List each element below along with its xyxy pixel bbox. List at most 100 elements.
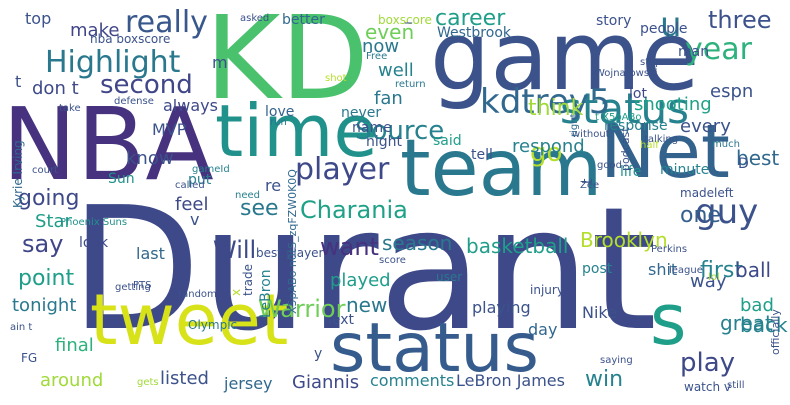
cloud-word: even (365, 20, 415, 44)
cloud-word: game (430, 2, 700, 112)
cloud-word: one (680, 203, 721, 228)
cloud-word: called (175, 180, 205, 191)
cloud-word: player (295, 152, 390, 187)
cloud-word: jersey (224, 374, 273, 393)
cloud-word: half (640, 140, 659, 151)
cloud-word: say (22, 230, 64, 258)
cloud-word: year (685, 32, 752, 67)
cloud-word: season (382, 231, 453, 255)
cloud-word: played (330, 270, 391, 291)
cloud-word: guy (695, 192, 759, 232)
cloud-word: post (582, 261, 613, 277)
cloud-word: u (660, 5, 682, 45)
cloud-word: Free (366, 51, 388, 62)
cloud-word: basketball (466, 234, 569, 258)
cloud-word: t (15, 72, 22, 91)
cloud-word: always (163, 96, 218, 115)
cloud-word: shot (325, 73, 347, 84)
cloud-word: gameId (192, 164, 230, 175)
cloud-word: KD (205, 0, 369, 126)
cloud-word: first (700, 258, 743, 283)
cloud-word: time (215, 89, 378, 173)
cloud-word: final (55, 335, 94, 356)
cloud-word: t (580, 178, 596, 185)
cloud-word: m (212, 53, 228, 72)
cloud-word: FG (21, 351, 38, 365)
cloud-word: don t (32, 78, 79, 99)
cloud-word: getting (115, 282, 151, 293)
cloud-word: now (362, 36, 400, 57)
cloud-word: new (346, 293, 388, 317)
cloud-word: Sun (108, 171, 135, 187)
cloud-word: Net (600, 109, 730, 195)
cloud-word: podcast (619, 127, 632, 171)
cloud-word: gets (137, 377, 159, 388)
cloud-word: day (528, 320, 558, 339)
cloud-word: madeleft (680, 186, 734, 200)
cloud-word: play (680, 348, 736, 378)
cloud-word: night (366, 134, 403, 150)
cloud-word: s (650, 279, 687, 361)
cloud-word: shooting (634, 94, 712, 115)
cloud-word: three (708, 6, 772, 34)
cloud-word: well (378, 60, 414, 81)
cloud-word: bad (740, 295, 774, 316)
cloud-word: Westbrook (437, 25, 511, 41)
cloud-word: put (188, 172, 212, 188)
cloud-word: still (727, 380, 745, 391)
cloud-word: feel (175, 194, 209, 215)
cloud-word: said (433, 133, 462, 149)
cloud-word: around (40, 370, 104, 391)
cloud-word: Highlight (45, 45, 181, 80)
cloud-word: status (330, 309, 539, 388)
cloud-word: take (59, 103, 81, 114)
cloud-word: way (690, 271, 727, 292)
cloud-word: man (678, 44, 710, 60)
cloud-word: second (100, 70, 193, 100)
cloud-word: NBA (2, 86, 214, 203)
cloud-word: x (229, 288, 243, 296)
cloud-word: point (18, 266, 75, 291)
cloud-word: win (585, 367, 624, 392)
cloud-word: best (736, 146, 780, 170)
cloud-word: Zee (580, 180, 600, 191)
cloud-word: tonight (12, 295, 77, 316)
cloud-word: Nike (582, 303, 617, 322)
cloud-word: best player (256, 246, 324, 260)
cloud-word: going (18, 186, 80, 211)
cloud-word: injury (530, 283, 564, 297)
cloud-word: Will (213, 236, 257, 264)
cloud-word: fan (374, 88, 403, 109)
cloud-word: make (70, 20, 120, 41)
cloud-word: kdtrey5 (480, 82, 611, 122)
cloud-word: league (669, 265, 703, 276)
cloud-word: stop (640, 57, 662, 68)
cloud-word: user (436, 270, 463, 284)
cloud-word: tell (471, 147, 493, 163)
cloud-word: MVP (152, 120, 187, 139)
cloud-word: every (680, 116, 731, 137)
cloud-word: asked (240, 13, 270, 24)
cloud-word: lol (708, 272, 720, 283)
cloud-word: Olympic (188, 318, 238, 332)
cloud-word: y (314, 346, 323, 362)
cloud-word: Perkins (651, 244, 688, 255)
cloud-word: score (379, 255, 406, 266)
cloud-word: see (240, 196, 279, 221)
cloud-word: career (435, 6, 506, 31)
cloud-word: LeBron James (456, 371, 565, 390)
cloud-word: watch v (684, 380, 731, 394)
cloud-word: defense (114, 96, 154, 107)
cloud-word: Star (35, 211, 72, 232)
cloud-word: _ (405, 8, 412, 24)
cloud-word: people (640, 21, 688, 37)
cloud-word: need (235, 190, 260, 201)
cloud-word: team (400, 124, 603, 214)
cloud-word: officially (769, 309, 782, 355)
cloud-word: trade (241, 264, 255, 296)
cloud-word: PTS (133, 280, 152, 291)
cloud-word: last (136, 244, 165, 263)
cloud-word: lot (629, 86, 647, 102)
cloud-word: return (395, 79, 426, 90)
cloud-word: great (720, 311, 773, 335)
